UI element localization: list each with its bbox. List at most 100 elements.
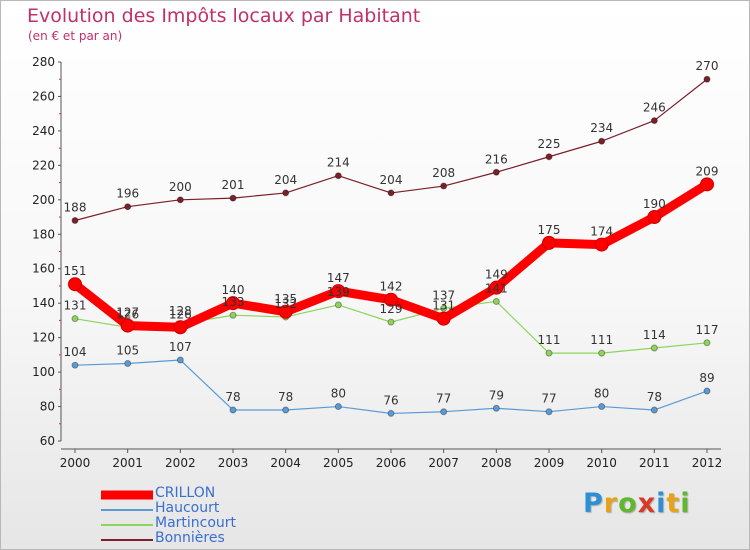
logo-letter: x [637, 488, 657, 519]
point-martincourt-2008 [492, 297, 500, 305]
data-label-crillon-2002: 126 [169, 307, 192, 321]
point-crillon-2008 [489, 280, 504, 295]
point-bonni-res-2009 [545, 153, 553, 161]
data-label-crillon-2006: 142 [380, 280, 403, 294]
logo-letter: o [618, 488, 638, 519]
point-bonni-res-2008 [492, 168, 500, 176]
x-tick-label-2008: 2008 [481, 456, 512, 470]
data-label-haucourt-2008: 79 [489, 388, 504, 402]
point-haucourt-2003 [229, 406, 237, 414]
data-label-martincourt-2002: 128 [169, 304, 192, 318]
data-label-haucourt-2005: 80 [331, 387, 346, 401]
point-crillon-2009 [542, 235, 556, 250]
data-label-martincourt-2004: 132 [274, 297, 297, 311]
point-haucourt-2012 [703, 387, 711, 395]
point-martincourt-2000 [71, 315, 79, 323]
point-haucourt-2009 [545, 408, 553, 416]
data-label-bonni-res-2012: 270 [696, 59, 719, 73]
data-label-haucourt-2002: 107 [169, 340, 192, 354]
chart-subtitle: (en € et par an) [28, 29, 123, 43]
point-haucourt-2004 [282, 406, 290, 414]
point-crillon-2005 [331, 284, 346, 299]
data-label-bonni-res-2003: 201 [222, 178, 245, 192]
data-label-martincourt-2006: 129 [380, 302, 403, 316]
point-haucourt-2005 [334, 403, 342, 411]
data-label-bonni-res-2000: 188 [64, 200, 87, 214]
x-tick-label-2002: 2002 [165, 456, 196, 470]
legend-label-martincourt: Martincourt [155, 515, 237, 531]
data-label-crillon-2000: 151 [64, 264, 87, 278]
legend-item-haucourt: Haucourt [101, 500, 321, 517]
data-label-crillon-2010: 174 [590, 225, 613, 239]
data-label-crillon-2003: 140 [222, 283, 245, 297]
data-label-bonni-res-2004: 204 [274, 173, 297, 187]
data-label-bonni-res-2011: 246 [643, 101, 666, 115]
point-martincourt-2006 [387, 318, 395, 326]
data-label-martincourt-2005: 139 [327, 285, 350, 299]
data-label-bonni-res-2002: 200 [169, 180, 192, 194]
point-martincourt-2012 [703, 339, 711, 347]
point-haucourt-2002 [176, 356, 184, 364]
x-tick-label-2003: 2003 [218, 456, 249, 470]
series-line-bonni-res [74, 78, 708, 222]
point-martincourt-2005 [334, 301, 342, 309]
data-label-martincourt-2000: 131 [64, 299, 87, 313]
x-tick-label-2007: 2007 [428, 456, 459, 470]
data-label-martincourt-2008: 141 [485, 281, 508, 295]
logo-letter: t [666, 488, 681, 519]
data-label-haucourt-2010: 80 [594, 387, 609, 401]
chart-axes: 60 80 100 120 140 160 180 200 220 240 260 280 2000 20… [32, 55, 722, 470]
point-crillon-2002 [173, 320, 188, 335]
point-bonni-res-2007 [440, 182, 448, 190]
data-label-martincourt-2001: 126 [116, 307, 139, 321]
data-label-crillon-2004: 135 [274, 292, 297, 306]
x-tick-label-2012: 2012 [692, 456, 723, 470]
legend-swatch-crillon [101, 490, 153, 499]
data-label-crillon-2012: 209 [696, 164, 719, 178]
data-label-bonni-res-2005: 214 [327, 156, 350, 170]
data-label-haucourt-2003: 78 [225, 390, 240, 404]
x-tick-label-2010: 2010 [586, 456, 617, 470]
legend-item-bonni-res: Bonnières [101, 530, 321, 547]
legend-swatch-bonni-res [101, 538, 153, 541]
data-label-martincourt-2009: 111 [538, 333, 561, 347]
point-haucourt-2001 [124, 359, 132, 367]
data-label-haucourt-2004: 78 [278, 390, 293, 404]
data-label-haucourt-2001: 105 [116, 343, 139, 357]
point-haucourt-2000 [71, 361, 79, 369]
y-tick-label-120: 120 [32, 331, 55, 345]
point-bonni-res-2010 [598, 137, 606, 145]
x-tick-label-2004: 2004 [270, 456, 301, 470]
point-crillon-2010 [594, 237, 609, 252]
point-haucourt-2011 [650, 406, 658, 414]
x-tick-label-2001: 2001 [112, 456, 143, 470]
data-label-martincourt-2003: 133 [222, 295, 245, 309]
data-label-crillon-2009: 175 [538, 223, 561, 237]
point-bonni-res-2011 [650, 117, 658, 125]
data-label-martincourt-2011: 114 [643, 328, 666, 342]
chart-title: Evolution des Impôts locaux par Habitant [27, 5, 421, 27]
y-tick-label-60: 60 [40, 434, 55, 448]
point-martincourt-2011 [650, 344, 658, 352]
point-martincourt-2003 [229, 311, 237, 319]
data-label-martincourt-2010: 111 [590, 333, 613, 347]
data-label-haucourt-2012: 89 [699, 371, 714, 385]
point-martincourt-2007 [440, 304, 448, 312]
point-haucourt-2007 [440, 408, 448, 416]
x-tick-label-2000: 2000 [60, 456, 91, 470]
legend-label-bonni-res: Bonnières [155, 530, 225, 546]
point-crillon-2006 [384, 292, 398, 307]
data-label-haucourt-2009: 77 [541, 392, 556, 406]
point-martincourt-2009 [545, 349, 553, 357]
point-crillon-2004 [278, 304, 293, 319]
data-label-haucourt-2006: 76 [383, 393, 398, 407]
point-bonni-res-2006 [387, 189, 395, 197]
data-label-bonni-res-2008: 216 [485, 152, 508, 166]
point-crillon-2012 [700, 177, 714, 192]
y-tick-label-220: 220 [32, 158, 55, 172]
point-bonni-res-2003 [229, 194, 237, 202]
point-bonni-res-2012 [703, 75, 711, 83]
data-label-bonni-res-2009: 225 [538, 137, 561, 151]
